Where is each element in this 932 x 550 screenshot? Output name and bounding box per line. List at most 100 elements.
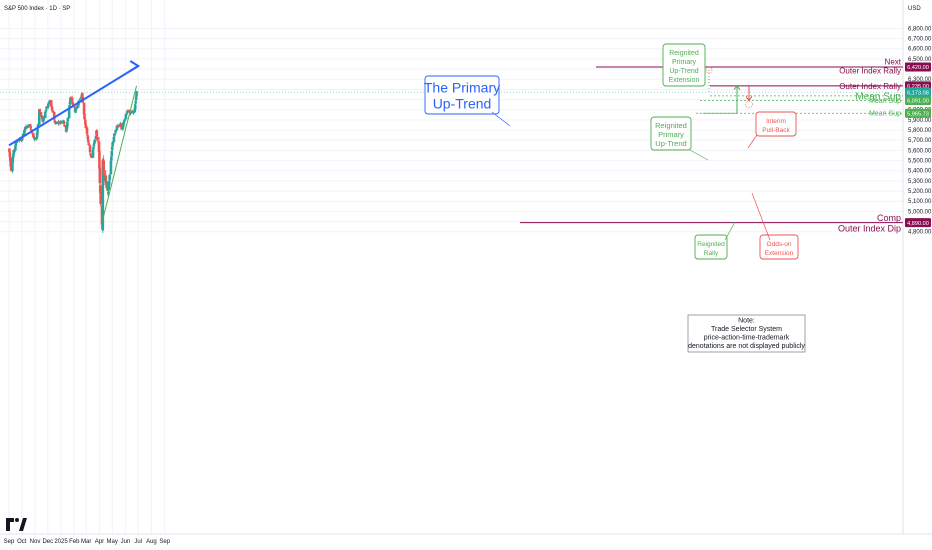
candle-body bbox=[129, 111, 132, 114]
candle-body bbox=[122, 121, 126, 125]
level-price-tag bbox=[905, 218, 931, 228]
note-text: price-action-time-trademark bbox=[704, 335, 790, 342]
candle-body bbox=[132, 111, 135, 114]
candle-body bbox=[102, 160, 105, 174]
primary-uptrend-callout-text: The Primary bbox=[424, 79, 500, 95]
level-price-tag bbox=[905, 95, 931, 105]
candle-body bbox=[48, 101, 51, 103]
outer-rally-label-2: Outer Index Rally bbox=[839, 82, 901, 91]
candle-body bbox=[66, 121, 69, 127]
mean-sup-label-3: Mean Sup bbox=[869, 111, 901, 118]
candle-body bbox=[110, 150, 114, 157]
price-tick-label: 6,700.00 bbox=[908, 37, 932, 43]
reignited-trend-callout-text: Up-Trend bbox=[655, 139, 686, 148]
candle-body bbox=[113, 133, 117, 135]
mean-sup-label-2: Mean Sup bbox=[869, 98, 901, 105]
candle-body bbox=[14, 142, 18, 146]
price-tick-label: 5,600.00 bbox=[908, 148, 932, 154]
candle-body bbox=[62, 120, 65, 122]
price-tick-label: 6,600.00 bbox=[908, 47, 932, 53]
candle-body bbox=[41, 120, 45, 122]
candle-body bbox=[107, 191, 110, 194]
candle-body bbox=[47, 103, 50, 105]
note-box bbox=[687, 314, 806, 353]
candle-body bbox=[88, 145, 92, 153]
reignited-rally-line bbox=[101, 85, 138, 223]
interim-pointer bbox=[747, 134, 758, 149]
candle-body bbox=[35, 137, 39, 139]
pullback-arrow-head bbox=[745, 96, 753, 102]
rally-arrow-head bbox=[733, 85, 741, 91]
extension-callout-text: Extension bbox=[669, 77, 700, 84]
candle-body bbox=[87, 139, 90, 143]
candle-body bbox=[84, 120, 87, 125]
primary-uptrend-line bbox=[8, 65, 139, 147]
candle-body bbox=[36, 128, 39, 134]
candle-body bbox=[51, 110, 55, 113]
candle-body bbox=[90, 155, 93, 158]
price-tick-label: 6,800.00 bbox=[908, 26, 932, 32]
candle-body bbox=[127, 110, 131, 113]
odds-on-callout-text: Extension bbox=[765, 250, 794, 257]
interim-callout-text: Pull-Back bbox=[762, 127, 790, 134]
extension-callout-text: Reignited bbox=[669, 50, 699, 57]
time-tick-label: Jun bbox=[121, 539, 131, 545]
price-tick-label: 4,800.00 bbox=[908, 230, 932, 236]
candle-body bbox=[86, 136, 90, 140]
candle-body bbox=[89, 153, 92, 155]
time-tick-label: May bbox=[107, 539, 118, 545]
primary-uptrend-pointer bbox=[491, 111, 511, 127]
candle-body bbox=[75, 107, 78, 109]
time-tick-label: Feb bbox=[69, 539, 80, 545]
candle-body bbox=[92, 147, 95, 150]
candle-body bbox=[93, 142, 96, 145]
candle-body bbox=[8, 156, 12, 162]
candle-body bbox=[15, 141, 18, 143]
candle-body bbox=[26, 125, 30, 128]
candle-body bbox=[98, 150, 101, 169]
price-tick-label: 5,000.00 bbox=[908, 209, 932, 215]
candle-body bbox=[46, 103, 50, 108]
candle-body bbox=[29, 124, 32, 128]
candle-body bbox=[126, 110, 129, 112]
candle-body bbox=[107, 184, 111, 190]
candle-body bbox=[47, 101, 51, 103]
level-price-value: 6,091.00 bbox=[907, 99, 929, 105]
currency-label: USD bbox=[908, 6, 921, 12]
extension-callout-box bbox=[662, 43, 706, 87]
time-tick-label: Aug bbox=[146, 539, 157, 545]
candle-body bbox=[32, 136, 36, 138]
time-tick-label: Dec bbox=[42, 539, 53, 545]
candle-body bbox=[42, 117, 45, 121]
candle-body bbox=[37, 109, 41, 125]
candle-body bbox=[82, 102, 86, 115]
rally-callout-text: Reignited bbox=[697, 241, 725, 248]
price-tick-label: 6,300.00 bbox=[908, 77, 932, 83]
candle-body bbox=[81, 92, 84, 98]
rally-pointer bbox=[724, 221, 736, 241]
tradingview-logo[interactable] bbox=[6, 518, 27, 531]
time-tick-label: Sep bbox=[159, 539, 170, 545]
candle-body bbox=[69, 97, 72, 102]
price-tick-label: 5,400.00 bbox=[908, 169, 932, 175]
candle-body bbox=[75, 108, 79, 109]
candle-body bbox=[101, 160, 105, 231]
reignited-trend-callout-text: Reignited bbox=[655, 121, 687, 130]
price-tick-label: 5,300.00 bbox=[908, 179, 932, 185]
candle-body bbox=[52, 111, 56, 120]
reignited-trend-callout-text: Primary bbox=[658, 130, 684, 139]
candle-body bbox=[133, 104, 137, 110]
extension-callout-text: Primary bbox=[672, 59, 697, 66]
candle-body bbox=[84, 124, 88, 128]
last-price-value: 6,173.08 bbox=[907, 90, 929, 96]
candle-body bbox=[125, 111, 129, 113]
candle-body bbox=[71, 101, 74, 104]
comp-label: Comp bbox=[877, 213, 901, 223]
level-price-value: 6,235.00 bbox=[907, 84, 929, 90]
candle-body bbox=[8, 152, 12, 157]
candle-body bbox=[9, 161, 13, 167]
candle-body bbox=[21, 133, 25, 137]
candle-body bbox=[86, 134, 89, 137]
candle-body bbox=[11, 161, 14, 172]
